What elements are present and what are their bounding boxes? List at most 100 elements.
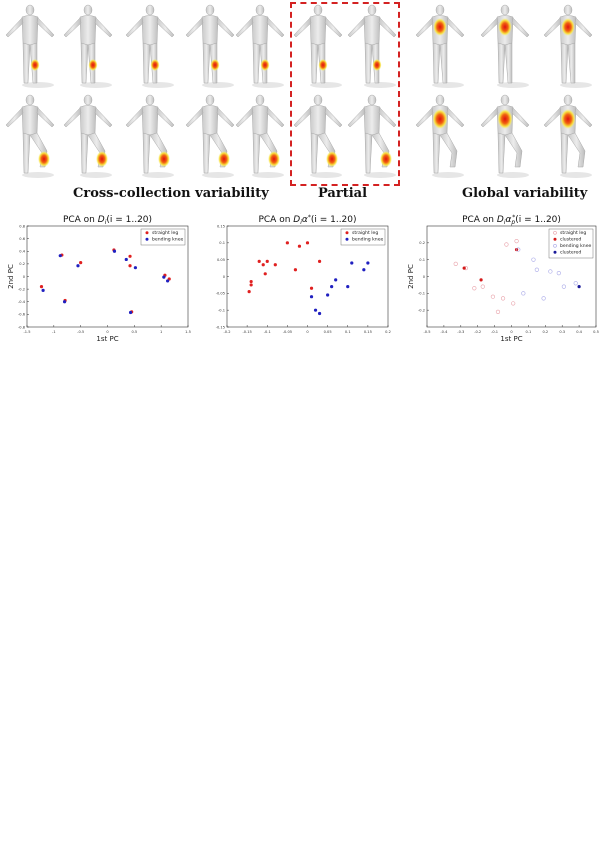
- x-tick-label: 0.3: [559, 330, 565, 334]
- data-point-series-1: [472, 286, 477, 291]
- legend-marker: [345, 237, 349, 241]
- data-point-series-2: [313, 308, 318, 312]
- human-figure-6: [293, 4, 343, 88]
- data-point-series-1: [285, 241, 289, 245]
- data-point-series-1: [480, 284, 485, 289]
- human-figure-8: [415, 4, 465, 88]
- y-tick-label: 0.1: [419, 258, 425, 262]
- x-tick-label: 0.05: [324, 330, 332, 334]
- data-point-series-2: [128, 310, 133, 315]
- legend-marker: [145, 237, 149, 241]
- data-point-series-1: [293, 268, 298, 272]
- x-tick-label: 0.5: [593, 330, 599, 334]
- data-point-series-1: [249, 279, 253, 284]
- data-point-series-1: [490, 294, 496, 299]
- pca-plot-3: PCA on Diαp*(i = 1..20) -0.5 -0.4 -0.3 -0.2 -…: [400, 212, 608, 347]
- data-point-series-1: [263, 272, 267, 276]
- human-figures: [5, 4, 593, 178]
- y-tick-label: 0: [423, 275, 426, 279]
- data-point-series-2: [309, 295, 314, 299]
- y-tick-label: -0.1: [218, 308, 225, 312]
- x-tick-label: 1: [160, 330, 162, 334]
- x-tick-label: -0.3: [457, 330, 464, 334]
- y-tick-label: 0.4: [19, 250, 25, 254]
- x-tick-label: 0: [306, 330, 309, 334]
- group-title-cross: Cross-collection variability: [73, 186, 269, 201]
- legend-marker: [553, 230, 557, 235]
- y-tick-label: 0.2: [19, 262, 25, 266]
- legend-entry: straight leg: [152, 230, 178, 236]
- figure: Cross-collection variability Partial Glo…: [0, 0, 608, 350]
- pca-plot-svg-2: PCA on Diα*(i = 1..20) -0.2 -0.15 -0.1 -0.05…: [216, 214, 391, 334]
- data-point-series-1: [261, 263, 265, 267]
- plot-title: PCA on Diα*(i = 1..20): [258, 214, 356, 226]
- data-point-series-2: [334, 278, 338, 282]
- human-figure-12: [63, 94, 113, 178]
- y-tick-label: 0.1: [219, 241, 225, 245]
- legend-box: [340, 228, 386, 246]
- x-tick-label: 0.4: [576, 330, 582, 334]
- data-point-series-3: [548, 269, 553, 274]
- data-point-series-2: [124, 257, 128, 262]
- legend-box: [548, 228, 594, 259]
- human-figure-20: [543, 94, 593, 178]
- data-point-series-3: [556, 271, 561, 276]
- legend-entry: clustered: [560, 237, 581, 243]
- legend-marker: [553, 237, 557, 241]
- data-point-series-2: [166, 279, 170, 283]
- data-point-series-2: [112, 249, 117, 253]
- human-figure-16: [293, 94, 343, 178]
- data-point-series-1: [309, 286, 314, 290]
- legend-entry: straight leg: [560, 230, 586, 236]
- data-point-series-1: [453, 261, 458, 266]
- group-title-partial: Partial: [318, 186, 368, 201]
- y-tick-label: 0: [23, 275, 26, 279]
- data-point-series-1: [317, 259, 322, 263]
- y-tick-label: -0.15: [216, 325, 225, 329]
- human-figure-3: [125, 4, 175, 88]
- human-figure-14: [185, 94, 235, 178]
- y-tick-label: 0.6: [19, 237, 25, 241]
- data-point-series-2: [350, 261, 354, 265]
- data-point-series-2: [76, 264, 80, 268]
- pca-plot-svg-3: PCA on Diαp*(i = 1..20) -0.5 -0.4 -0.3 -0.2 -…: [407, 214, 599, 343]
- data-point-series-1: [39, 285, 44, 289]
- plot-title: PCA on Diαp*(i = 1..20): [462, 214, 561, 226]
- data-point-series-3: [541, 296, 546, 301]
- x-tick-label: -0.2: [474, 330, 481, 334]
- x-tick-label: -0.05: [283, 330, 292, 334]
- data-point-series-1: [504, 242, 509, 247]
- legend-entry: bending knee: [352, 237, 384, 243]
- data-point-series-3: [531, 257, 536, 262]
- data-point-series-2: [366, 261, 370, 265]
- x-tick-label: 0: [510, 330, 513, 334]
- x-axis-label: 1st PC: [500, 335, 522, 343]
- x-tick-label: 0.1: [345, 330, 351, 334]
- group-title-global: Global variability: [462, 186, 588, 201]
- legend-box: [140, 228, 186, 246]
- human-figure-4: [185, 4, 235, 88]
- y-tick-label: -0.1: [418, 292, 425, 296]
- legend-entry: straight leg: [352, 230, 378, 236]
- x-tick-label: 0.15: [364, 330, 372, 334]
- data-point-series-1: [495, 309, 501, 314]
- y-tick-label: 0.05: [217, 258, 225, 262]
- data-point-series-1: [79, 261, 83, 265]
- legend-entry: clustered: [560, 250, 581, 256]
- human-figure-18: [415, 94, 465, 178]
- data-point-series-1: [247, 290, 251, 294]
- legend-marker: [345, 231, 349, 235]
- data-point-series-2: [362, 268, 366, 272]
- x-tick-label: -0.2: [223, 330, 230, 334]
- data-point-series-1: [128, 264, 132, 268]
- data-point-series-4: [577, 285, 581, 289]
- y-tick-label: -0.8: [18, 325, 26, 329]
- human-figure-1: [5, 4, 55, 88]
- data-point-series-2: [346, 285, 350, 289]
- x-tick-label: -1.5: [23, 330, 30, 334]
- data-point-series-1: [273, 263, 277, 267]
- data-point-series-1: [128, 254, 132, 258]
- y-tick-label: 0.2: [419, 241, 425, 245]
- pca-plot-svg-1: PCA on Di(i = 1..20) -1.5 -1 -0.5 0 0.5 1 1.5 -0…: [7, 215, 191, 343]
- x-tick-label: 0: [106, 330, 109, 334]
